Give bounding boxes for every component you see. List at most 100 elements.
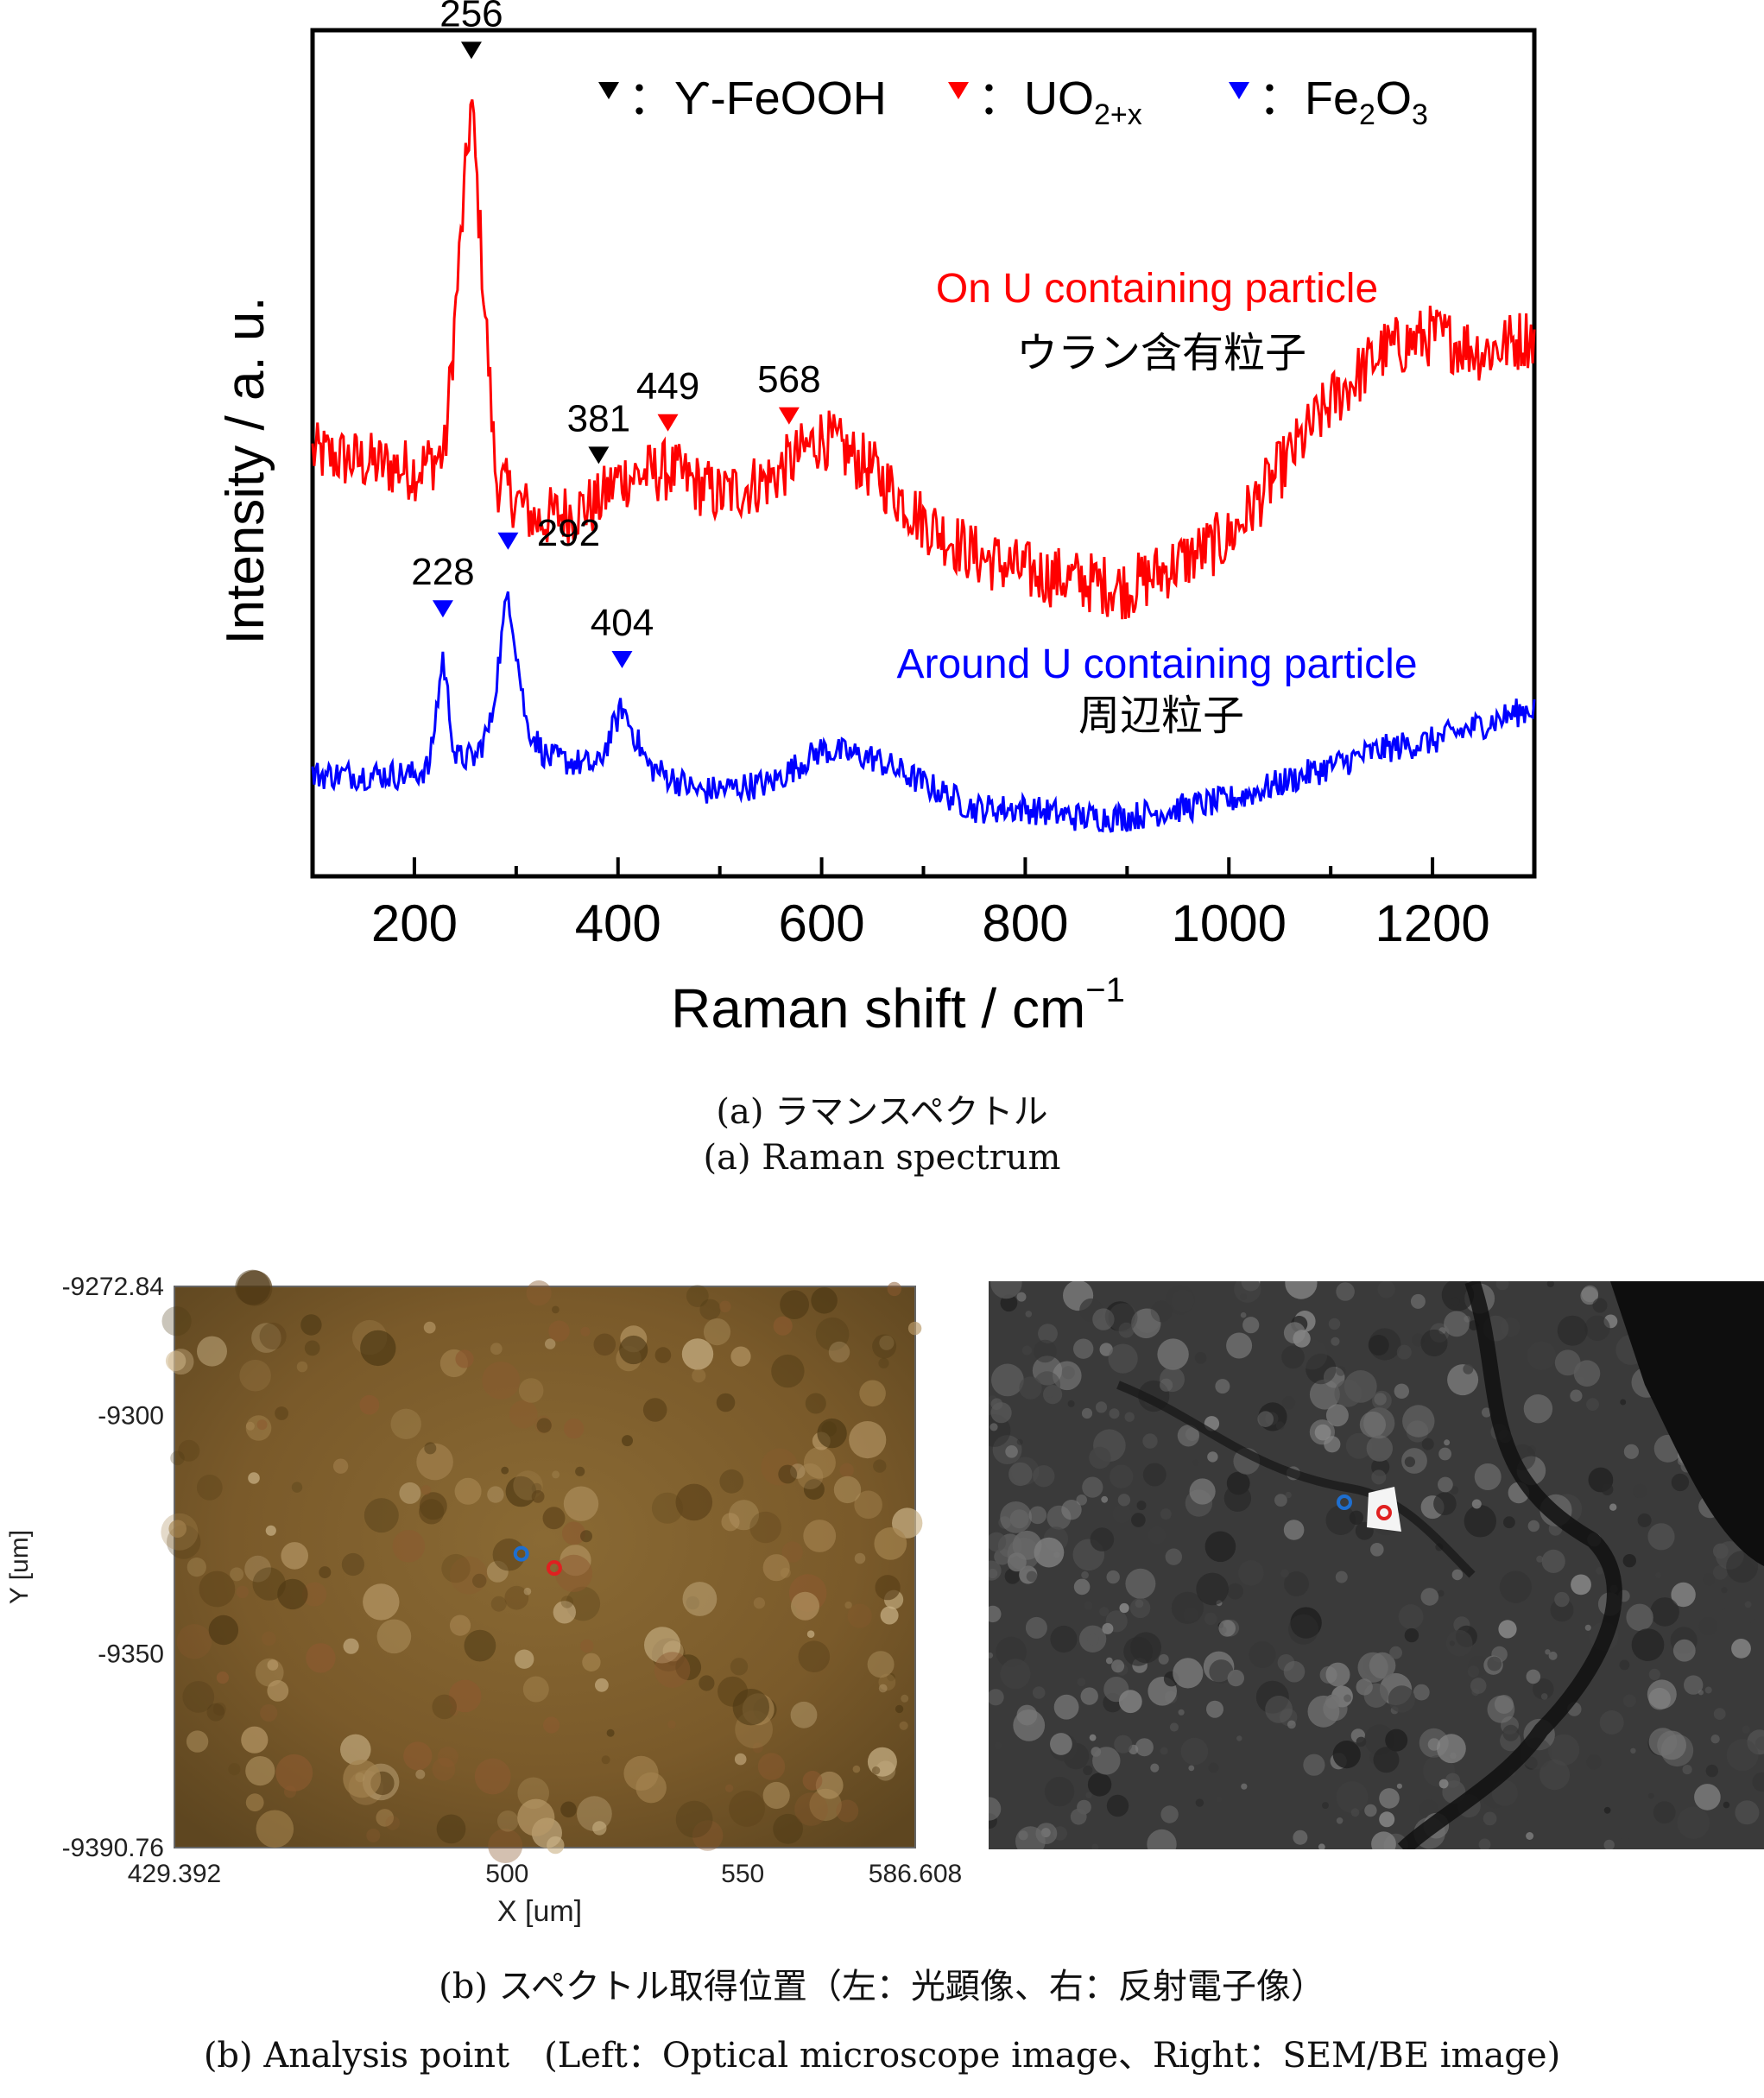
optical-grain [432,1694,457,1720]
optical-grain [730,1658,749,1676]
optical-grain [595,1678,609,1692]
sem-grain [1025,1311,1033,1318]
optical-grain [728,1500,760,1531]
sem-grain [1102,1622,1114,1634]
optical-grain [244,1555,271,1583]
optical-grain [729,1790,766,1827]
sem-grain [1626,1603,1653,1631]
optical-grain [773,1813,803,1844]
sem-grain [1034,1339,1057,1363]
optical-grain [363,1583,400,1621]
legend-entry: ：Ƴ-FeOOH [628,73,887,124]
sem-grain [1207,1451,1218,1463]
optical-grain [241,1726,269,1754]
sem-grain [1125,1568,1156,1599]
peak-label: 449 [636,365,699,408]
sem-grain [1178,1709,1185,1716]
sem-grain [1394,1383,1409,1399]
sem-grain [1223,1484,1252,1512]
sem-grain [1073,1578,1091,1596]
sem-grain [1194,1352,1207,1364]
sem-grain [1092,1747,1121,1775]
optical-grain [879,1335,895,1350]
optical-grain [719,1469,744,1494]
optical-grain [376,1619,412,1654]
optical-y-axis-label: Y [um] [5,1530,34,1604]
sem-grain [1158,1653,1169,1665]
sem-grain [1705,1764,1718,1778]
sem-crack-2 [1116,1381,1476,1578]
x-tick-label: 400 [575,894,661,952]
optical-grain [606,1728,615,1737]
optical-grain [878,1684,888,1693]
optical-grain [847,1603,872,1628]
sem-grain [1437,1734,1466,1764]
optical-grain [488,1829,523,1863]
sem-grain [1402,1405,1435,1438]
optical-grain [490,1343,503,1355]
series-lines [311,98,1536,833]
sem-grain [1373,1747,1400,1773]
optical-grain [170,1450,185,1466]
sem-grain [1249,1641,1276,1668]
sem-grain [1325,1662,1350,1687]
sem-grain [1281,1396,1296,1410]
optical-grain [790,1701,818,1728]
optical-x-ticks: 429.392 500 550 586.608 [128,1860,962,1888]
optical-grain [509,1400,538,1429]
optical-grain [692,1820,724,1851]
sem-grain [1336,1781,1369,1813]
optical-grain [245,1421,255,1431]
sem-grain [1515,1819,1533,1836]
optical-grain [601,1755,610,1765]
sem-grain [1117,1494,1131,1507]
optical-grain [376,1809,395,1827]
optical-grain [815,1771,844,1799]
optical-grain [187,1558,206,1577]
optical-grain [176,1624,212,1659]
peak-label: 404 [591,602,654,644]
optical-x-tick-label: 429.392 [128,1860,221,1888]
optical-grain [343,1760,382,1798]
optical-grain [416,1443,453,1481]
optical-grain [887,1672,895,1682]
sem-grain [1015,1826,1046,1857]
sem-analysis-points [1337,1495,1392,1520]
optical-grain [811,1287,838,1314]
sem-grain [1334,1380,1362,1407]
sem-grain [1135,1599,1144,1608]
optical-grain [534,1415,553,1434]
optical-grain [654,1652,691,1688]
optical-grain [623,1755,659,1791]
sem-grain [1396,1783,1402,1789]
series-label-around-u-jp: 周辺粒子 [1078,692,1244,740]
optical-grain [552,1305,560,1314]
sem-grain [986,1532,1007,1552]
sem-analysis-point [1337,1495,1352,1510]
sem-grain [1420,1329,1448,1357]
optical-grain [196,1475,223,1501]
sem-grain [988,1568,998,1579]
sem-grain [1374,1393,1387,1406]
optical-grain [562,1521,585,1545]
optical-grain [262,1631,276,1646]
optical-grain [781,1541,803,1563]
sem-grain [1000,1659,1031,1690]
sem-grain [1404,1457,1415,1468]
optical-grain [752,1742,763,1754]
sem-grain [1603,1839,1615,1851]
optical-grain [464,1629,496,1662]
sem-grain [1698,1690,1704,1696]
caption-a-jp: (a) ラマンスペクトル [716,1092,1048,1132]
sem-grain [1016,1438,1023,1445]
optical-grain [828,1341,850,1363]
optical-analysis-point [546,1560,562,1577]
optical-grain [364,1498,399,1533]
sem-grain [1356,1736,1367,1747]
legend-marker [948,82,969,99]
sem-grain [1447,1364,1479,1396]
sem-grain [1372,1390,1392,1411]
sem-grain [1396,1344,1412,1360]
optical-grain [852,1765,861,1773]
optical-grain [490,1596,507,1612]
